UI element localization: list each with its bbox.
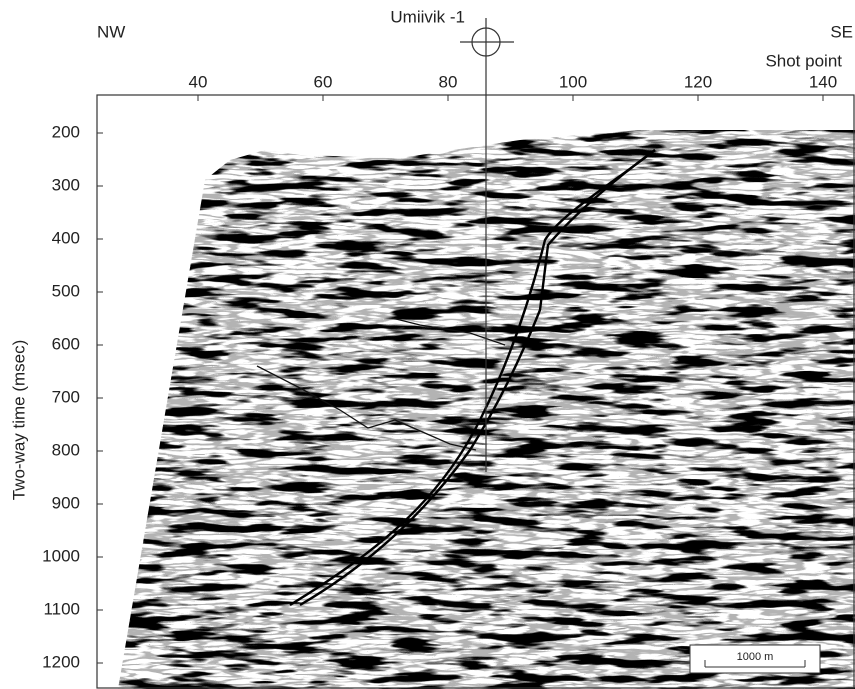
scale-label: 1000 m [737,651,774,663]
seismic-figure: 1000 m NW SE Umiivik -1 Shot point Two-w… [0,0,855,689]
well-label: Umiivik -1 [390,7,465,26]
x-tick-label: 100 [559,72,587,91]
scale-bar: 1000 m [690,645,820,673]
y-tick-label: 800 [52,440,80,459]
y-tick-label: 1100 [43,599,80,618]
x-tick-label: 140 [809,72,837,91]
y-tick-label: 1200 [42,652,80,671]
nw-label: NW [97,22,125,41]
y-tick-label: 600 [52,334,80,353]
y-tick-label: 200 [52,122,80,141]
x-tick-label: 40 [189,72,208,91]
y-tick-label: 400 [52,228,80,247]
x-tick-label: 60 [314,72,333,91]
y-tick-label: 700 [52,387,80,406]
x-tick-label: 120 [684,72,712,91]
y-tick-label: 500 [52,281,80,300]
y-tick-label: 300 [52,175,80,194]
y-axis-title: Two-way time (msec) [9,340,28,501]
x-axis-title: Shot point [765,51,842,70]
y-tick-label: 1000 [42,546,80,565]
seismic-data [97,95,855,689]
y-tick-label: 900 [52,493,80,512]
x-tick-label: 80 [439,72,458,91]
se-label: SE [830,22,853,41]
